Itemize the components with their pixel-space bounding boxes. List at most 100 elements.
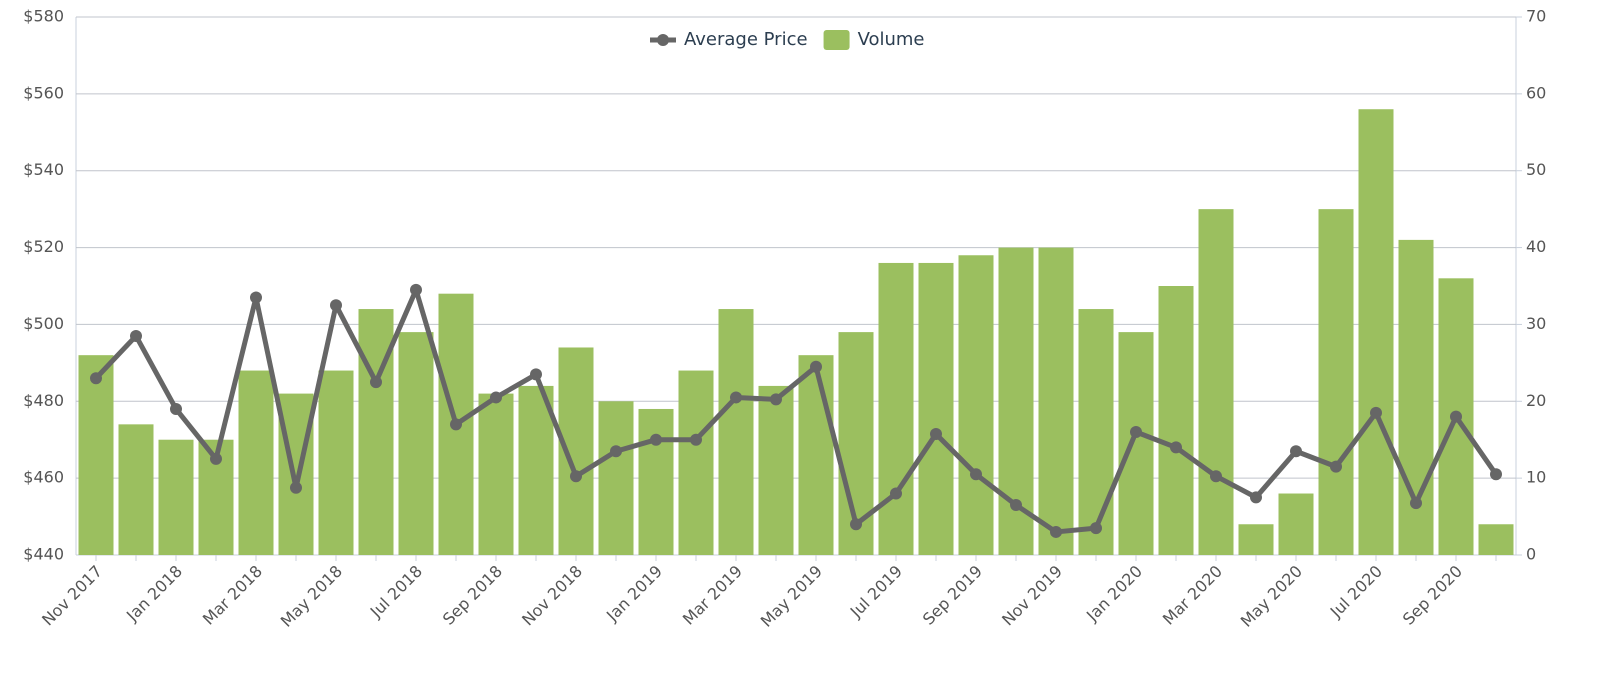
bar (598, 401, 634, 555)
y-tick-label: $500 (23, 314, 64, 333)
y2-tick-label: 50 (1526, 160, 1546, 179)
bar (518, 385, 554, 555)
price-point (1130, 426, 1142, 439)
bar (878, 262, 914, 555)
x-tick-label: Mar 2019 (679, 562, 746, 629)
price-point (690, 433, 702, 446)
price-point (210, 452, 222, 465)
bar (1278, 493, 1314, 555)
bar (238, 370, 274, 555)
price-point (1370, 406, 1382, 419)
price-point (530, 368, 542, 381)
x-tick-label: Jul 2020 (1326, 562, 1386, 622)
price-point (570, 470, 582, 483)
x-tick-label: Jul 2019 (846, 562, 906, 622)
y-tick-label: $440 (23, 545, 64, 564)
price-point (170, 402, 182, 415)
x-tick-label: Jan 2019 (602, 562, 666, 626)
bar (158, 439, 194, 555)
x-tick-label: Sep 2020 (1399, 562, 1466, 629)
price-point (450, 418, 462, 431)
price-point (490, 391, 502, 404)
price-point (1050, 525, 1062, 538)
y-tick-label: $580 (23, 7, 64, 26)
y2-tick-label: 0 (1526, 545, 1536, 564)
x-tick-label: Jul 2018 (366, 562, 426, 622)
price-point (1330, 460, 1342, 473)
price-point (1010, 499, 1022, 512)
bar (478, 393, 514, 555)
bar (638, 408, 674, 555)
price-point (1250, 491, 1262, 504)
x-tick-label: Nov 2017 (38, 562, 106, 630)
price-point (970, 468, 982, 481)
bar (1078, 309, 1114, 555)
x-tick-label: Mar 2018 (199, 562, 266, 629)
price-point (1450, 410, 1462, 423)
x-tick-label: May 2020 (1237, 562, 1306, 631)
price-point (1090, 522, 1102, 535)
price-point (770, 393, 782, 406)
legend-swatch (823, 30, 850, 50)
x-tick-label: Sep 2018 (439, 562, 506, 629)
price-point (90, 372, 102, 385)
legend-label: Average Price (684, 29, 808, 50)
price-point (290, 481, 302, 494)
y-tick-label: $480 (23, 391, 64, 410)
x-tick-label: Sep 2019 (919, 562, 986, 629)
bar (318, 370, 354, 555)
price-point (610, 445, 622, 458)
bar (78, 355, 114, 555)
price-point (410, 283, 422, 296)
bar (1158, 286, 1194, 555)
bar (1198, 209, 1234, 555)
x-tick-label: Jan 2020 (1082, 562, 1146, 626)
bar (758, 385, 794, 555)
bar (798, 355, 834, 555)
bar (1358, 109, 1394, 555)
y2-tick-label: 30 (1526, 314, 1546, 333)
y2-tick-label: 20 (1526, 391, 1546, 410)
y2-tick-label: 40 (1526, 237, 1546, 256)
y2-tick-label: 70 (1526, 7, 1546, 26)
bar (398, 332, 434, 555)
bar (1478, 524, 1514, 555)
price-point (1490, 468, 1502, 481)
price-point (890, 487, 902, 500)
bar (918, 262, 954, 555)
x-tick-label: May 2019 (757, 562, 826, 631)
bar (678, 370, 714, 555)
bar (358, 309, 394, 555)
price-point (730, 391, 742, 404)
price-point (1290, 445, 1302, 458)
price-point (1210, 470, 1222, 483)
bar (1038, 247, 1074, 556)
price-line (94, 287, 1499, 535)
x-tick-label: May 2018 (277, 562, 346, 631)
y-tick-label: $560 (23, 83, 64, 102)
x-tick-label: Mar 2020 (1159, 562, 1226, 629)
price-point (810, 360, 822, 373)
legend-dot (657, 34, 669, 46)
y-tick-label: $540 (23, 160, 64, 179)
bar (118, 424, 154, 555)
price-point (650, 433, 662, 446)
price-point (370, 376, 382, 389)
legend-label: Volume (858, 29, 925, 50)
bar (1318, 209, 1354, 555)
y2-tick-label: 60 (1526, 83, 1546, 102)
bar (1238, 524, 1274, 555)
price-point (1170, 441, 1182, 454)
price-point (1410, 497, 1422, 510)
price-point (250, 291, 262, 304)
x-tick-label: Nov 2018 (518, 562, 586, 630)
x-tick-label: Nov 2019 (998, 562, 1066, 630)
bar (1118, 332, 1154, 555)
y2-tick-label: 10 (1526, 468, 1546, 487)
bar (718, 309, 754, 555)
x-tick-label: Jan 2018 (122, 562, 186, 626)
price-point (130, 329, 142, 342)
price-point (850, 518, 862, 531)
price-point (930, 427, 942, 440)
